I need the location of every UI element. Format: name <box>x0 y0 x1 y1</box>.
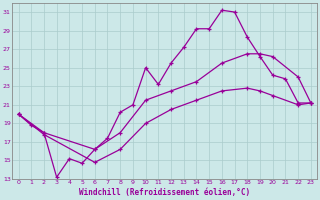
X-axis label: Windchill (Refroidissement éolien,°C): Windchill (Refroidissement éolien,°C) <box>79 188 250 197</box>
